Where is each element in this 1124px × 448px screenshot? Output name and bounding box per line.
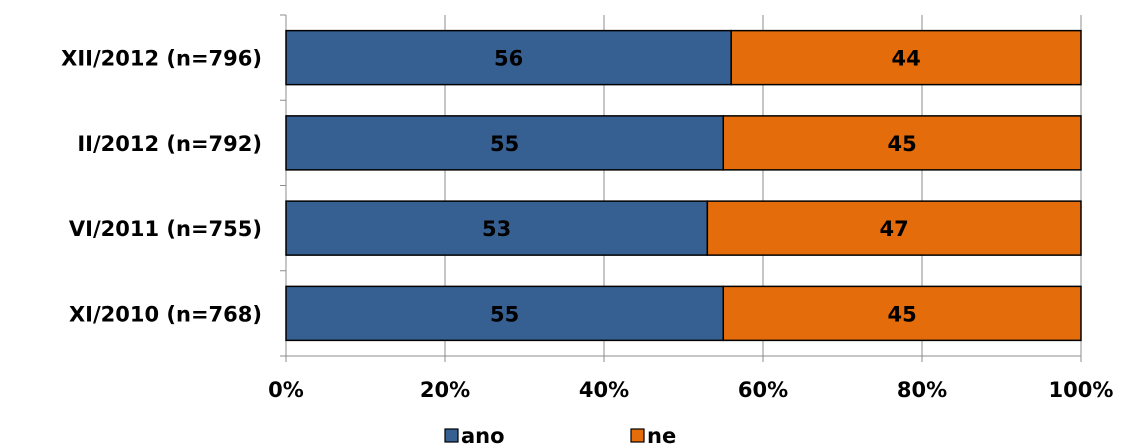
data-label: 45 xyxy=(888,132,917,156)
bar-ne xyxy=(722,115,1082,171)
bar-ano xyxy=(285,200,709,256)
x-tick-label: 20% xyxy=(420,378,470,402)
bar-ano xyxy=(285,285,724,342)
category-label: II/2012 (n=792) xyxy=(77,132,262,156)
data-label: 53 xyxy=(482,217,511,241)
bar-ne xyxy=(706,200,1082,256)
legend-swatch-ano xyxy=(444,428,459,443)
data-label: 44 xyxy=(891,47,920,71)
data-label: 47 xyxy=(880,217,909,241)
data-label: 55 xyxy=(490,302,519,326)
category-label: XI/2010 (n=768) xyxy=(69,302,262,326)
bar-ano xyxy=(285,115,724,171)
legend-label-ne: ne xyxy=(647,424,676,448)
x-tick-label: 100% xyxy=(1049,378,1114,402)
data-label: 56 xyxy=(494,47,523,71)
x-tick-label: 40% xyxy=(579,378,629,402)
category-label: XII/2012 (n=796) xyxy=(61,47,262,71)
legend-label-ano: ano xyxy=(461,424,505,448)
data-label: 45 xyxy=(888,302,917,326)
bar-ne xyxy=(730,29,1082,86)
legend-swatch-ne xyxy=(630,428,645,443)
data-label: 55 xyxy=(490,132,519,156)
x-tick-label: 80% xyxy=(897,378,947,402)
x-tick-label: 0% xyxy=(268,378,304,402)
bar-ne xyxy=(722,285,1082,342)
bar-ano xyxy=(285,29,732,86)
category-label: VI/2011 (n=755) xyxy=(69,217,262,241)
x-tick-label: 60% xyxy=(738,378,788,402)
